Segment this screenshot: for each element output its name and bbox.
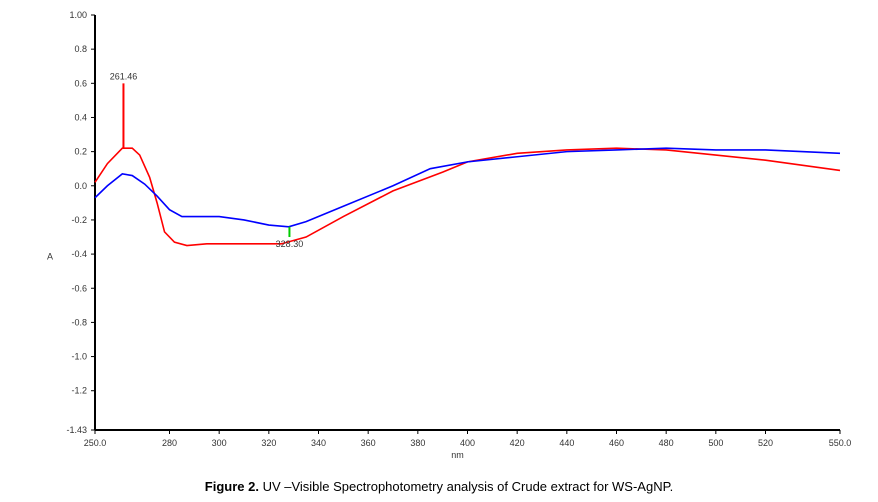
y-tick-label: 0.4 bbox=[74, 112, 87, 122]
caption-text: UV –Visible Spectrophotometry analysis o… bbox=[258, 479, 674, 494]
x-tick-label: 460 bbox=[609, 438, 624, 448]
y-tick-label: -1.0 bbox=[71, 352, 87, 362]
series-blue bbox=[94, 147, 841, 228]
x-tick-label: 280 bbox=[162, 438, 177, 448]
figure-caption: Figure 2. UV –Visible Spectrophotometry … bbox=[0, 479, 878, 494]
x-tick-label: 520 bbox=[758, 438, 773, 448]
x-tick-label: 420 bbox=[510, 438, 525, 448]
y-tick-label: 0.2 bbox=[74, 147, 87, 157]
y-tick-label: 0.6 bbox=[74, 78, 87, 88]
caption-label: Figure 2. bbox=[204, 479, 259, 494]
y-tick-label: -0.4 bbox=[71, 249, 87, 259]
y-tick-label: -1.2 bbox=[71, 386, 87, 396]
y-tick-label: 1.00 bbox=[69, 10, 87, 20]
x-tick-label: 320 bbox=[261, 438, 276, 448]
annotation-label: 261.46 bbox=[110, 71, 138, 81]
y-tick-label: 0.0 bbox=[74, 181, 87, 191]
x-tick-label: 340 bbox=[311, 438, 326, 448]
y-tick-label: 0.8 bbox=[74, 44, 87, 54]
x-tick-label: 550.0 bbox=[829, 438, 852, 448]
annotation-label: 328.30 bbox=[276, 239, 304, 249]
x-tick-label: 380 bbox=[410, 438, 425, 448]
x-tick-label: 480 bbox=[659, 438, 674, 448]
series-red bbox=[94, 147, 841, 247]
x-axis-label: nm bbox=[451, 450, 464, 460]
x-tick-label: 500 bbox=[708, 438, 723, 448]
x-tick-label: 360 bbox=[361, 438, 376, 448]
y-tick-label: -0.8 bbox=[71, 317, 87, 327]
x-tick-label: 440 bbox=[559, 438, 574, 448]
y-tick-label: -0.2 bbox=[71, 215, 87, 225]
x-tick-label: 300 bbox=[212, 438, 227, 448]
y-tick-label: -0.6 bbox=[71, 283, 87, 293]
y-axis-label: A bbox=[47, 252, 53, 262]
x-tick-label: 400 bbox=[460, 438, 475, 448]
spectrum-chart: 1.00 0.8 0.6 0.4 0.2 0.0 -0.2 -0.4 -0.6 -0.8 -1.0 -… bbox=[47, 10, 852, 460]
x-tick-label: 250.0 bbox=[84, 438, 107, 448]
y-tick-label: -1.43 bbox=[66, 425, 87, 435]
